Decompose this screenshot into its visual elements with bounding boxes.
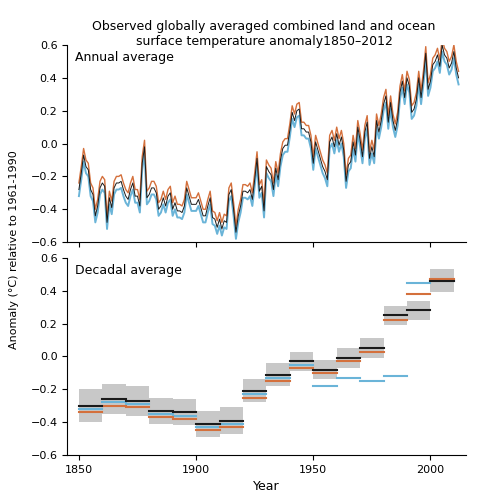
Text: Annual average: Annual average — [75, 51, 174, 64]
Bar — [360, 338, 384, 358]
Bar — [196, 410, 219, 437]
Bar — [79, 390, 102, 422]
Bar — [102, 384, 126, 414]
Bar — [431, 270, 454, 292]
Bar — [336, 348, 360, 368]
Bar — [173, 399, 196, 425]
Text: Observed globally averaged combined land and ocean
surface temperature anomaly18: Observed globally averaged combined land… — [92, 20, 436, 48]
Text: Decadal average: Decadal average — [75, 264, 182, 277]
Bar — [313, 360, 336, 380]
Bar — [290, 352, 313, 371]
Bar — [149, 398, 173, 424]
Bar — [243, 380, 266, 402]
Bar — [407, 300, 431, 320]
X-axis label: Year: Year — [253, 480, 280, 494]
Bar — [266, 363, 290, 386]
Bar — [219, 408, 243, 434]
Bar — [384, 306, 407, 325]
Text: Anomaly (°C) relative to 1961-1990: Anomaly (°C) relative to 1961-1990 — [10, 150, 19, 350]
Bar — [126, 386, 149, 416]
